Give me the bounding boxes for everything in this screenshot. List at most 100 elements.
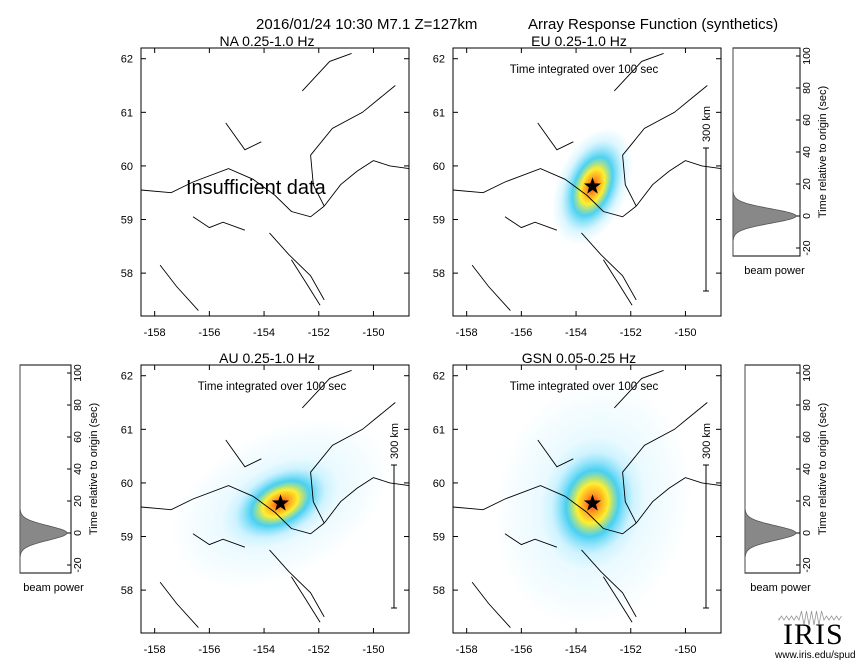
y-tick-label: -20 — [801, 557, 813, 572]
map-frame — [140, 364, 410, 634]
coastline — [504, 533, 558, 548]
coastline — [192, 533, 246, 548]
epicenter-star — [583, 494, 601, 511]
y-tick-label: 20 — [72, 495, 84, 507]
map-title: EU 0.25-1.0 Hz — [531, 33, 627, 49]
x-tick-label: -150 — [362, 644, 384, 656]
y-tick-label: 61 — [121, 424, 133, 436]
x-tick-label: -152 — [620, 327, 642, 339]
integration-note: Time integrated over 100 sec — [510, 64, 659, 76]
x-tick-label: -156 — [198, 327, 220, 339]
coastline — [291, 259, 321, 306]
seismogram-wave — [778, 610, 842, 626]
epicenter-star — [583, 177, 601, 194]
y-tick-label: 20 — [801, 178, 813, 190]
beam-panel-au: -20 0 20 40 60 80 100 Time relative to origin (… — [19, 364, 100, 594]
coastline — [537, 439, 574, 468]
coastline — [310, 85, 396, 207]
y-tick-label: 80 — [801, 82, 813, 94]
y-axis-label: Time relative to origin (sec) — [88, 403, 100, 535]
y-tick-label: 60 — [121, 161, 133, 173]
map-panel-eu: -158 -156 -154 -152 -150 58 59 60 61 62 EU 0.25-1.… — [433, 33, 722, 339]
y-tick-label: 80 — [801, 399, 813, 411]
x-tick-label: -154 — [253, 327, 275, 339]
x-tick-label: -152 — [308, 327, 330, 339]
coastline — [301, 52, 352, 92]
y-tick-label: 60 — [801, 114, 813, 126]
y-tick-label: 59 — [433, 215, 445, 227]
x-tick-label: -152 — [620, 644, 642, 656]
x-tick-label: -156 — [198, 644, 220, 656]
y-tick-label: 58 — [433, 585, 445, 597]
y-tick-label: 61 — [433, 424, 445, 436]
y-tick-label: 0 — [801, 213, 813, 219]
y-axis-label: Time relative to origin (sec) — [817, 86, 829, 218]
map-panel-au: -158 -156 -154 -152 -150 58 59 60 61 62 AU 0.25-1.… — [121, 350, 410, 656]
coastline — [291, 576, 321, 623]
y-tick-label: 59 — [121, 215, 133, 227]
product-header: Array Response Function (synthetics) — [528, 16, 779, 33]
y-tick-label: 40 — [801, 463, 813, 475]
map-panel-na: -158 -156 -154 -152 -150 58 59 60 61 62 NA 0.25-1.… — [121, 33, 410, 339]
x-tick-label: -150 — [674, 644, 696, 656]
x-axis-label: beam power — [23, 582, 84, 594]
y-tick-label: 62 — [433, 54, 445, 66]
coastline — [613, 369, 664, 409]
scale-bar-label: 300 km — [389, 423, 401, 459]
y-tick-label: 59 — [433, 532, 445, 544]
coastline — [301, 369, 352, 409]
y-tick-label: 100 — [801, 47, 813, 65]
map-frame — [452, 47, 722, 317]
coastline — [635, 477, 721, 524]
y-tick-label: 62 — [121, 371, 133, 383]
scale-bar-label: 300 km — [701, 423, 713, 459]
y-tick-label: 80 — [72, 399, 84, 411]
y-tick-label: 100 — [801, 364, 813, 382]
insufficient-data-message: Insufficient data — [186, 177, 327, 199]
coastline — [603, 576, 633, 623]
coastline — [622, 402, 708, 524]
beam-power-trace — [744, 365, 797, 573]
map-content — [453, 369, 721, 630]
coastline — [269, 232, 325, 301]
y-tick-label: 40 — [801, 146, 813, 158]
map-frame — [452, 364, 722, 634]
coastline — [323, 160, 409, 207]
y-tick-label: 59 — [121, 532, 133, 544]
coastline — [159, 581, 199, 628]
beam-power-trace — [19, 365, 68, 573]
beam-power-trace — [732, 48, 797, 256]
map-title: NA 0.25-1.0 Hz — [220, 33, 315, 49]
y-tick-label: 58 — [121, 585, 133, 597]
map-frame — [140, 47, 410, 317]
beam-panel-gsn: -20 0 20 40 60 80 100 Time relative to origin (… — [744, 364, 829, 594]
coastline — [453, 168, 637, 218]
x-tick-label: -156 — [510, 327, 532, 339]
x-tick-label: -154 — [565, 327, 587, 339]
coastline — [471, 264, 511, 311]
coastline — [622, 85, 708, 207]
coastline — [141, 485, 325, 535]
y-tick-label: 20 — [801, 495, 813, 507]
x-tick-label: -156 — [510, 644, 532, 656]
y-tick-label: 60 — [801, 431, 813, 443]
coastline — [537, 122, 574, 151]
iris-seismogram-icon — [778, 610, 842, 626]
x-tick-label: -158 — [456, 327, 478, 339]
y-tick-label: 60 — [433, 161, 445, 173]
map-title: AU 0.25-1.0 Hz — [219, 350, 315, 366]
y-tick-label: 100 — [72, 364, 84, 382]
iris-url: www.iris.edu/spud — [775, 650, 856, 661]
y-tick-label: 61 — [433, 107, 445, 119]
event-header: 2016/01/24 10:30 M7.1 Z=127km — [256, 16, 478, 33]
y-axis-label: Time relative to origin (sec) — [817, 403, 829, 535]
y-tick-label: 62 — [433, 371, 445, 383]
coastline — [323, 477, 409, 524]
coastline — [635, 160, 721, 207]
x-tick-label: -154 — [253, 644, 275, 656]
y-tick-label: 40 — [72, 463, 84, 475]
y-tick-label: 62 — [121, 54, 133, 66]
x-axis-label: beam power — [744, 265, 805, 277]
map-content — [141, 52, 409, 311]
